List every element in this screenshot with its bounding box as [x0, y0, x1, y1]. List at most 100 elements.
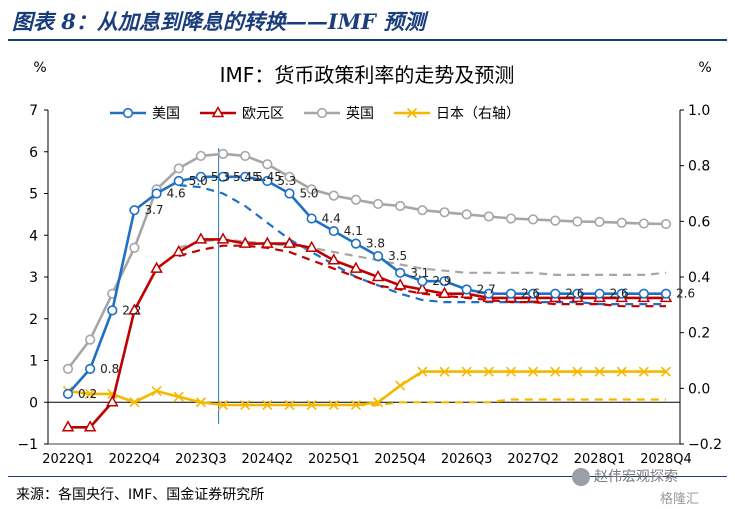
point-us: [395, 267, 406, 278]
point-jp: [284, 399, 295, 411]
point-jp: [328, 399, 339, 411]
point-jp: [350, 399, 361, 411]
point-us: [550, 288, 561, 299]
point-us: [173, 175, 184, 187]
y-right-unit: %: [698, 60, 711, 76]
point-uk: [328, 190, 339, 201]
point-uk: [85, 334, 96, 345]
forecast-line-uk: [178, 238, 667, 276]
data-label: 3.5: [388, 249, 407, 263]
point-jp: [660, 366, 672, 377]
point-us: [439, 276, 450, 287]
point-eu: [438, 286, 451, 298]
legend-marker-jp: [406, 107, 418, 119]
point-uk: [417, 205, 428, 216]
point-jp: [262, 399, 273, 411]
point-jp: [129, 397, 140, 408]
point-jp: [240, 399, 251, 411]
data-label: 5.0: [189, 174, 208, 188]
y-right-tick-label: −0.2: [688, 437, 722, 453]
data-label: 2.6: [521, 287, 540, 301]
point-uk: [439, 207, 450, 218]
data-label: 0.2: [78, 387, 97, 401]
point-uk: [616, 217, 627, 228]
legend-label-uk: 英国: [346, 105, 374, 122]
point-uk: [173, 163, 184, 174]
point-eu: [305, 240, 318, 253]
y-right-tick-label: 0.2: [688, 326, 710, 342]
point-jp: [85, 388, 96, 399]
x-tick-label: 2026Q3: [441, 452, 493, 467]
source-note: 来源：各国央行、IMF、国金证券研究所: [16, 487, 265, 503]
wechat-icon: [572, 468, 590, 486]
point-uk: [528, 214, 539, 225]
y-right-tick-label: 0.8: [688, 159, 710, 175]
x-tick-label: 2027Q2: [507, 452, 559, 467]
point-us: [594, 288, 605, 299]
point-uk: [129, 242, 140, 253]
point-uk: [217, 148, 229, 159]
point-us: [461, 284, 472, 295]
point-uk: [594, 216, 605, 227]
point-jp: [505, 366, 517, 377]
legend-label-jp: 日本（右轴）: [436, 106, 520, 122]
data-label: 2.2: [122, 303, 141, 317]
point-uk: [306, 184, 317, 195]
y-left-tick-label: 0: [29, 395, 38, 411]
watermark: 赵伟宏观探索: [572, 466, 678, 486]
point-us: [240, 171, 251, 182]
point-jp: [528, 366, 539, 377]
legend-label-eu: 欧元区: [242, 106, 284, 122]
point-jp: [638, 366, 649, 377]
series-line-jp: [67, 370, 666, 407]
point-jp: [594, 366, 605, 377]
point-us: [660, 288, 672, 299]
legend-marker-us: [122, 107, 134, 119]
data-label: 5.3: [211, 170, 230, 184]
point-jp: [572, 366, 583, 377]
point-jp: [306, 399, 317, 411]
x-tick-label: 2023Q3: [175, 452, 227, 467]
point-us: [107, 305, 118, 316]
data-label: 2.6: [565, 287, 584, 301]
data-label: 4.1: [344, 224, 363, 238]
point-eu: [416, 282, 429, 294]
y-left-tick-label: 3: [29, 270, 38, 286]
data-label: 4.4: [322, 212, 341, 226]
data-label: 2.6: [676, 287, 695, 301]
point-jp: [461, 366, 472, 377]
y-left-tick-label: 1: [29, 354, 38, 370]
figure-title: 图表 8：从加息到降息的转换——IMF 预测: [12, 9, 426, 34]
data-label: 4.6: [167, 187, 186, 201]
point-jp: [373, 397, 384, 408]
point-us: [306, 213, 317, 224]
y-left-tick-label: 4: [29, 228, 38, 244]
point-eu: [128, 303, 141, 315]
point-us: [572, 288, 583, 299]
data-label: 2.6: [610, 287, 629, 301]
y-right-tick-label: 1.0: [688, 103, 710, 119]
point-uk: [638, 218, 649, 229]
y-right-tick-label: 0.0: [688, 381, 710, 397]
point-eu: [61, 420, 75, 432]
data-label: 5.3: [277, 174, 296, 188]
point-jp: [395, 380, 406, 391]
point-uk: [62, 363, 74, 374]
legend-marker-eu: [211, 105, 225, 118]
point-eu: [327, 253, 341, 265]
legend-marker-uk: [316, 107, 328, 119]
watermark-sub: 格隆汇: [660, 492, 700, 507]
data-label: 5.45: [233, 170, 260, 184]
point-us: [483, 288, 494, 299]
point-us: [638, 288, 649, 299]
point-jp: [616, 366, 627, 377]
point-us: [417, 276, 428, 287]
point-jp: [195, 397, 206, 408]
point-us: [616, 288, 627, 299]
point-us: [328, 225, 339, 237]
x-tick-label: 2022Q4: [109, 452, 161, 467]
series-line-eu: [68, 238, 666, 429]
point-eu: [194, 232, 208, 244]
point-us: [284, 188, 295, 199]
point-us: [129, 205, 140, 216]
